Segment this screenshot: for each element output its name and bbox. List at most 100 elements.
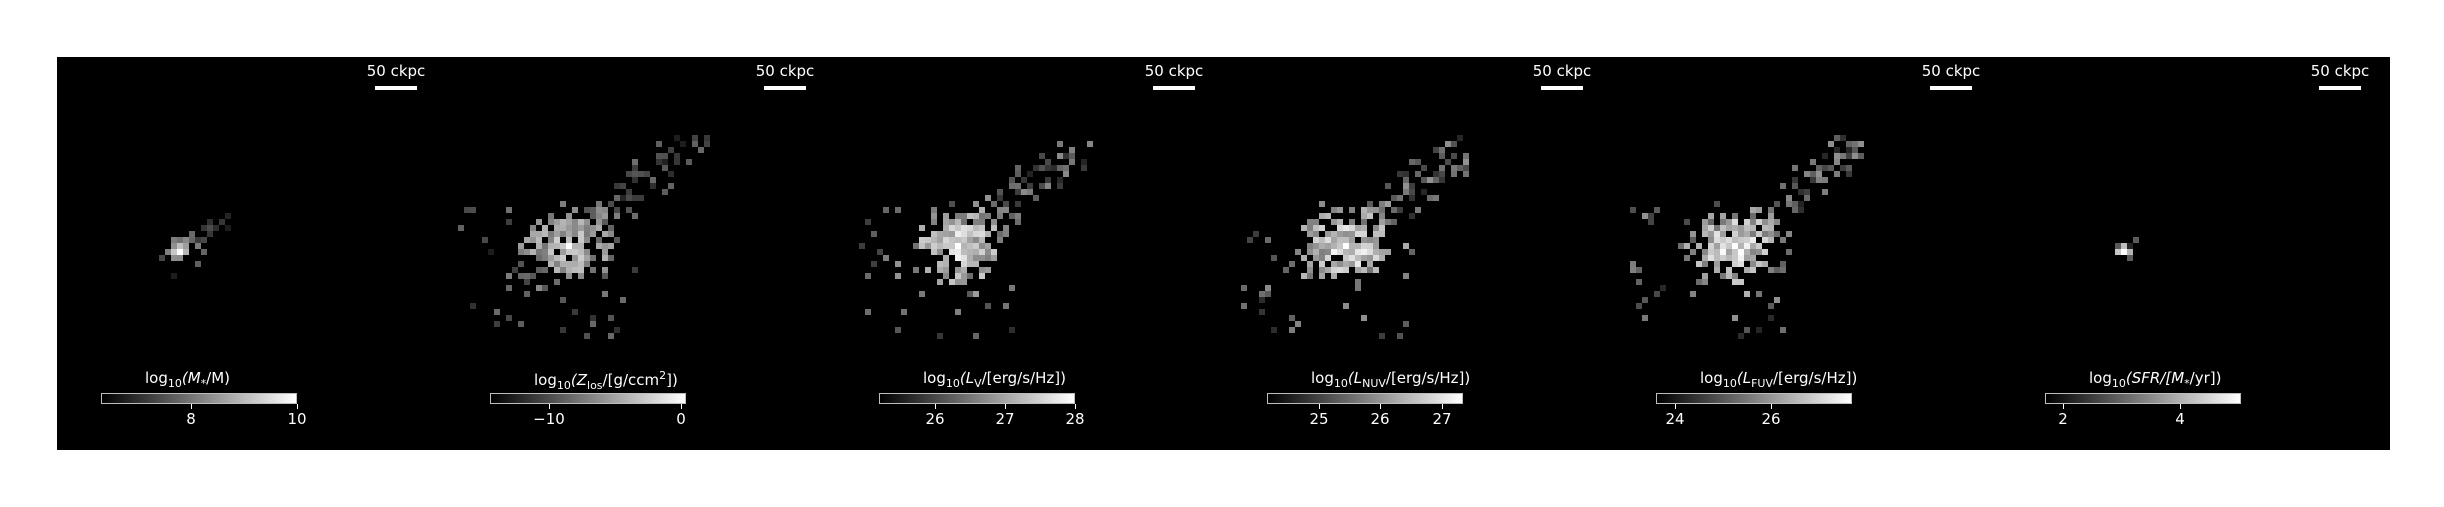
map-pixel: [1331, 261, 1337, 267]
map-pixel: [1720, 249, 1726, 255]
map-pixel: [1630, 267, 1636, 273]
map-pixel: [1654, 207, 1660, 213]
map-pixel: [1439, 171, 1445, 177]
map-pixel: [919, 291, 925, 297]
map-pixel: [1367, 243, 1373, 249]
map-pixel: [979, 237, 985, 243]
map-pixel: [1744, 237, 1750, 243]
map-pixel: [536, 231, 542, 237]
map-pixel: [512, 267, 518, 273]
map-pixel: [1385, 183, 1391, 189]
map-pixel: [1325, 243, 1331, 249]
colorbar-title-quantity-sub: *: [200, 377, 207, 390]
map-pixel: [1708, 213, 1714, 219]
map-pixel: [1762, 249, 1768, 255]
map-pixel: [1684, 219, 1690, 225]
map-pixel: [1732, 219, 1738, 225]
map-pixel: [997, 213, 1003, 219]
map-pixel: [1774, 297, 1780, 303]
map-pixel: [1696, 279, 1702, 285]
map-pixel: [506, 315, 512, 321]
map-pixel: [973, 261, 979, 267]
map-pixel: [608, 255, 614, 261]
map-pixel: [464, 207, 470, 213]
map-pixel: [961, 279, 967, 285]
map-pixel: [566, 249, 572, 255]
map-pixel: [961, 231, 967, 237]
map-pixel: [1840, 135, 1846, 141]
map-pixel: [201, 237, 207, 243]
map-pixel: [207, 219, 213, 225]
map-pixel: [1750, 207, 1756, 213]
colorbar-tick: [1675, 404, 1676, 409]
map-pixel: [183, 249, 189, 255]
map-pixel: [524, 273, 530, 279]
map-pixel: [674, 153, 680, 159]
map-pixel: [1660, 285, 1666, 291]
map-pixel: [1744, 219, 1750, 225]
colorbar-title-quantity: (L: [1347, 369, 1363, 387]
map-pixel: [1397, 171, 1403, 177]
map-pixel: [548, 243, 554, 249]
pixel-map: [458, 135, 710, 339]
map-pixel: [548, 261, 554, 267]
map-pixel: [1403, 171, 1409, 177]
map-pixel: [931, 219, 937, 225]
map-pixel: [602, 207, 608, 213]
map-pixel: [548, 249, 554, 255]
map-pixel: [943, 255, 949, 261]
map-pixel: [1768, 207, 1774, 213]
map-pixel: [1355, 249, 1361, 255]
map-pixel: [979, 267, 985, 273]
map-pixel: [1840, 165, 1846, 171]
map-pixel: [1768, 303, 1774, 309]
map-pixel: [1367, 255, 1373, 261]
map-pixel: [1409, 183, 1415, 189]
map-pixel: [668, 183, 674, 189]
map-pixel: [949, 225, 955, 231]
map-pixel: [1744, 291, 1750, 297]
map-pixel: [1379, 219, 1385, 225]
map-pixel: [943, 237, 949, 243]
map-pixel: [1421, 177, 1427, 183]
map-pixel: [1337, 231, 1343, 237]
map-pixel: [1009, 213, 1015, 219]
map-pixel: [584, 237, 590, 243]
map-pixel: [967, 243, 973, 249]
map-pixel: [560, 201, 566, 207]
map-pixel: [1265, 291, 1271, 297]
map-pixel: [1750, 249, 1756, 255]
map-pixel: [1768, 237, 1774, 243]
map-pixel: [632, 177, 638, 183]
map-pixel: [1057, 153, 1063, 159]
map-pixel: [1361, 231, 1367, 237]
map-pixel: [1355, 267, 1361, 273]
map-pixel: [602, 267, 608, 273]
colorbar-tick-label: 26: [1370, 410, 1390, 428]
map-pixel: [1027, 189, 1033, 195]
colorbar-title-sub: 10: [2111, 377, 2126, 390]
map-pixel: [997, 231, 1003, 237]
map-pixel: [1307, 219, 1313, 225]
map-pixel: [1630, 261, 1636, 267]
map-pixel: [1642, 213, 1648, 219]
colorbar-title-quantity: (SFR/[M: [2125, 369, 2185, 387]
map-pixel: [572, 231, 578, 237]
map-pixel: [1397, 333, 1403, 339]
map-pixel: [1051, 165, 1057, 171]
map-pixel: [1852, 147, 1858, 153]
map-pixel: [530, 249, 536, 255]
map-pixel: [572, 261, 578, 267]
colorbar-title-prefix: log: [2089, 369, 2112, 387]
map-pixel: [470, 207, 476, 213]
map-pixel: [195, 243, 201, 249]
map-pixel: [1343, 243, 1349, 249]
map-pixel: [1834, 159, 1840, 165]
map-pixel: [1738, 249, 1744, 255]
map-pixel: [1391, 219, 1397, 225]
map-pixel: [1015, 165, 1021, 171]
map-pixel: [494, 309, 500, 315]
map-pixel: [542, 231, 548, 237]
map-pixel: [201, 249, 207, 255]
map-pixel: [1289, 315, 1295, 321]
